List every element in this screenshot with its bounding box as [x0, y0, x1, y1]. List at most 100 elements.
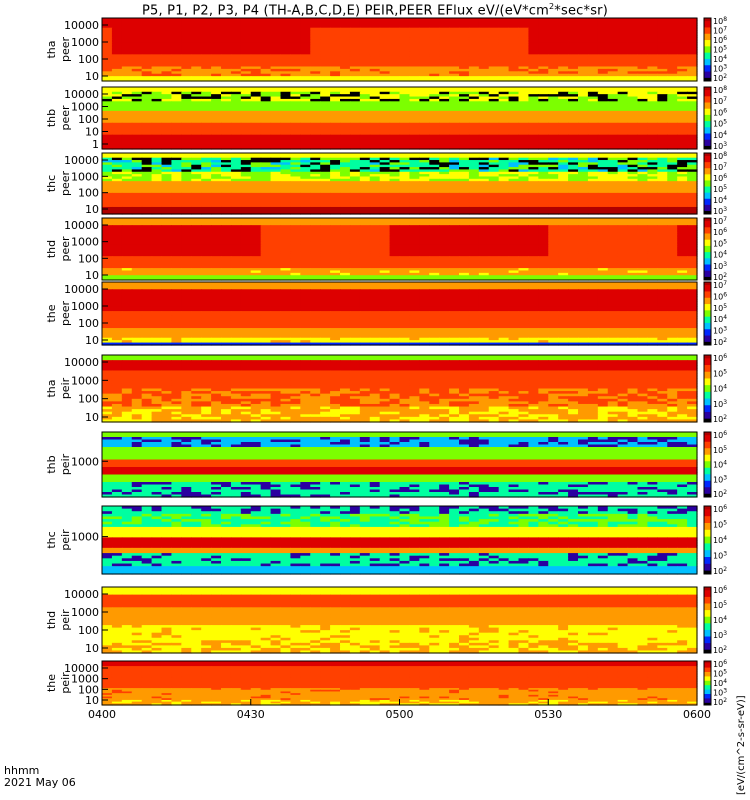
heat-cell [627, 96, 639, 100]
heat-cell [558, 76, 569, 80]
heat-cell [627, 47, 639, 51]
heat-cell [637, 73, 649, 77]
heat-cell [250, 76, 262, 80]
heat-cell [468, 39, 480, 43]
heat-cell [221, 27, 232, 31]
heat-cell [399, 47, 411, 51]
heat-cell [459, 157, 470, 161]
heat-cell [221, 76, 232, 80]
heat-cell [568, 76, 579, 80]
heat-cell [568, 132, 579, 136]
heat-cell [419, 125, 430, 129]
heat-cell [191, 27, 202, 31]
heat-cell [111, 22, 123, 26]
heat-cell [498, 129, 510, 133]
heat-cell [518, 106, 530, 110]
heat-cell [399, 25, 411, 29]
heat-cell [617, 54, 629, 58]
heat-cell [111, 56, 123, 60]
heat-cell [607, 89, 619, 93]
heat-cell [260, 108, 272, 112]
heat-cell [181, 42, 192, 46]
heat-cell [240, 94, 252, 98]
heat-cell [131, 94, 143, 98]
heat-cell [647, 132, 658, 136]
heat-cell [617, 134, 629, 138]
heat-cell [102, 20, 113, 24]
heat-cell [508, 96, 520, 100]
heat-cell [310, 30, 321, 34]
heat-cell [320, 87, 331, 90]
heat-cell [568, 59, 579, 63]
heat-cell [151, 96, 163, 100]
heat-cell [607, 68, 619, 72]
heat-cell [369, 87, 381, 90]
heat-cell [359, 115, 371, 119]
heat-cell [627, 144, 639, 148]
heat-cell [349, 71, 361, 75]
heat-cell [419, 127, 430, 131]
heat-cell [667, 87, 678, 90]
heat-cell [478, 42, 490, 46]
heat-cell [578, 134, 589, 138]
heat-cell [221, 103, 232, 107]
colorbar-step [704, 94, 711, 97]
heat-cell [607, 113, 619, 117]
heat-cell [657, 76, 668, 80]
heat-cell [121, 22, 133, 26]
heat-cell [102, 157, 113, 161]
heat-cell [359, 129, 371, 133]
heat-cell [439, 39, 450, 43]
heat-cell [131, 127, 143, 131]
heat-cell [419, 141, 430, 145]
heat-cell [528, 34, 539, 38]
heat-cell [657, 68, 668, 72]
heat-cell [597, 32, 609, 36]
heat-cell [340, 27, 351, 31]
heat-cell [270, 144, 282, 148]
heat-cell [429, 71, 440, 75]
heat-cell [121, 42, 133, 46]
heat-cell [270, 32, 282, 36]
heat-cell [260, 71, 272, 75]
heat-cell [558, 153, 569, 156]
heat-cell [102, 73, 113, 77]
heat-cell [151, 47, 163, 51]
heat-cell [211, 144, 222, 148]
heat-cell [379, 78, 391, 82]
heat-cell [161, 42, 173, 46]
heat-cell [478, 44, 490, 48]
heat-cell [320, 120, 331, 124]
heat-cell [409, 127, 420, 131]
heat-cell [627, 59, 639, 63]
heat-cell [429, 51, 440, 55]
heat-cell [538, 54, 549, 58]
heat-cell [181, 59, 192, 63]
heat-cell [687, 30, 698, 34]
heat-cell [141, 94, 153, 98]
heat-cell [230, 132, 242, 136]
heat-cell [111, 106, 123, 110]
colorbar-step [704, 27, 711, 30]
heat-cell [141, 27, 153, 31]
heat-cell [578, 125, 589, 129]
heat-cell [340, 30, 351, 34]
panel-label: thb [45, 109, 58, 127]
heat-cell [191, 132, 202, 136]
heat-cell [340, 122, 351, 126]
colorbar-step [704, 66, 711, 69]
heat-cell [310, 110, 321, 114]
heat-cell [151, 18, 163, 22]
heat-cell [597, 47, 609, 51]
heat-cell [607, 144, 619, 148]
heat-cell [677, 22, 688, 26]
heat-cell [647, 30, 658, 34]
heat-cell [260, 64, 272, 68]
heat-cell [379, 101, 391, 105]
heat-cell [508, 68, 520, 72]
heat-cell [260, 110, 272, 114]
heat-cell [538, 141, 549, 145]
heat-cell [201, 144, 212, 148]
heat-cell [578, 127, 589, 131]
